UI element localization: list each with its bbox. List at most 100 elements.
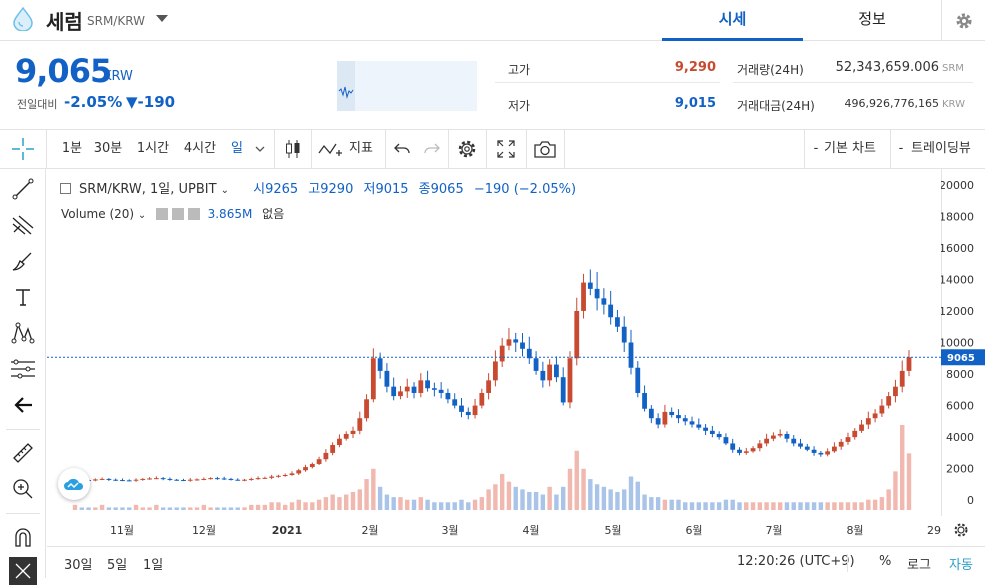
divider: [6, 429, 40, 430]
undo-button[interactable]: [391, 130, 415, 168]
close-icon[interactable]: [187, 208, 200, 220]
pattern-icon: [11, 322, 35, 344]
candle-body: [242, 479, 247, 481]
gear-icon: [956, 13, 971, 28]
candle-body: [845, 437, 851, 442]
gear-icon: [954, 523, 968, 537]
eye-icon[interactable]: [156, 208, 169, 220]
candle-body: [357, 418, 363, 431]
volume-bar: [160, 507, 166, 510]
volume-bar: [811, 502, 817, 510]
percent-toggle[interactable]: %: [879, 554, 892, 569]
auto-toggle[interactable]: 자동: [949, 558, 973, 573]
collapse-icon[interactable]: [60, 183, 71, 194]
volume-bar: [560, 486, 566, 510]
volume-bar: [886, 489, 891, 510]
indicators-button-icon[interactable]: [317, 130, 343, 168]
volume-bar: [432, 502, 437, 510]
volume-bar: [872, 499, 878, 510]
candle-body: [662, 411, 668, 425]
volume-bar: [296, 499, 301, 510]
interval-4h[interactable]: 4시간: [183, 141, 217, 156]
price-tick-label: 20000: [941, 179, 974, 192]
tab-price[interactable]: 시세: [662, 0, 803, 41]
candle-body: [886, 396, 892, 406]
tradingview-button[interactable]: 트레이딩뷰: [911, 141, 971, 156]
candle-body: [431, 388, 437, 390]
chevron-down-icon[interactable]: [156, 15, 168, 22]
settings-icon[interactable]: [171, 208, 184, 220]
divider: [564, 130, 565, 168]
tradingview-logo-button[interactable]: [58, 468, 90, 500]
volume-bar: [350, 491, 356, 510]
ruler-lines-icon: [11, 359, 35, 379]
interval-1d[interactable]: 일: [231, 141, 243, 156]
volume-bar: [832, 502, 837, 510]
chevron-down-icon[interactable]: ⌄: [220, 185, 229, 196]
candle-body: [798, 443, 803, 447]
volume-bar: [777, 502, 783, 510]
candle-body: [194, 479, 200, 481]
candle-body: [737, 449, 742, 453]
fullscreen-button[interactable]: [486, 130, 526, 168]
pattern-tool[interactable]: [9, 319, 37, 347]
price-axis[interactable]: [941, 169, 985, 516]
range-1d[interactable]: 1일: [143, 558, 164, 573]
interval-dropdown[interactable]: [253, 130, 267, 168]
measure-tool[interactable]: [9, 439, 37, 467]
candle-body: [709, 430, 715, 434]
trend-line-tool[interactable]: [9, 175, 37, 203]
volume-bar: [411, 499, 417, 510]
volume-bar: [750, 502, 756, 510]
coin-pair[interactable]: SRM/KRW: [87, 14, 145, 28]
back-arrow-tool[interactable]: [9, 391, 37, 419]
axis-settings-button[interactable]: [953, 522, 969, 542]
basic-chart-button[interactable]: 기본 차트: [824, 141, 876, 156]
volume-bar: [289, 502, 295, 510]
volume-label[interactable]: Volume (20): [61, 207, 135, 221]
chart-settings-button[interactable]: [448, 130, 486, 168]
brush-tool[interactable]: [9, 247, 37, 275]
zoom-tool[interactable]: [9, 475, 37, 503]
interval-30m[interactable]: 30분: [93, 141, 123, 156]
chart-type-button[interactable]: [274, 130, 311, 168]
candle-body: [872, 413, 878, 419]
volume-bar: [906, 453, 912, 510]
screenshot-button[interactable]: [526, 130, 564, 168]
indicators-button[interactable]: 지표: [349, 141, 373, 156]
interval-1h[interactable]: 1시간: [136, 141, 170, 156]
text-tool[interactable]: [9, 283, 37, 311]
divider: [804, 130, 805, 168]
candle-body: [276, 475, 281, 477]
log-toggle[interactable]: 로그: [907, 558, 931, 573]
range-5d[interactable]: 5일: [107, 558, 128, 573]
candle-body: [174, 479, 180, 481]
volume-bar: [594, 484, 600, 510]
interval-1m[interactable]: 1분: [61, 141, 83, 156]
candle-body: [140, 478, 146, 480]
price-chart[interactable]: [47, 169, 941, 516]
volume-bar: [221, 507, 227, 510]
fib-tool[interactable]: [9, 211, 37, 239]
coin-name[interactable]: 세럼: [46, 10, 83, 34]
redo-button[interactable]: [419, 130, 443, 168]
chart-legend: SRM/KRW, 1일, UPBIT ⌄ 시9265 고9290 저9015 종9…: [60, 178, 576, 197]
volume-bar: [269, 502, 274, 510]
candle-body: [723, 437, 729, 444]
magnet-tool[interactable]: [9, 523, 37, 551]
hide-drawings-tool[interactable]: [9, 557, 37, 585]
price-tick-label: 0: [967, 494, 974, 507]
volume-bar: [710, 502, 715, 510]
range-30d[interactable]: 30일: [64, 558, 93, 573]
legend-symbol[interactable]: SRM/KRW, 1일, UPBIT: [79, 182, 217, 197]
volume-bar: [255, 504, 261, 510]
tab-info[interactable]: 정보: [858, 10, 886, 28]
volume-bar: [662, 499, 668, 510]
candle-body: [547, 364, 553, 381]
settings-button[interactable]: [941, 0, 985, 41]
time-axis: 11월 12월 2021 2월 3월 4월 5월 6월 7월 8월 29: [110, 524, 941, 537]
chevron-down-icon[interactable]: ⌄: [137, 210, 147, 221]
crosshair-button[interactable]: [0, 130, 46, 168]
candle-body: [865, 418, 871, 425]
prediction-tool[interactable]: [9, 355, 37, 383]
